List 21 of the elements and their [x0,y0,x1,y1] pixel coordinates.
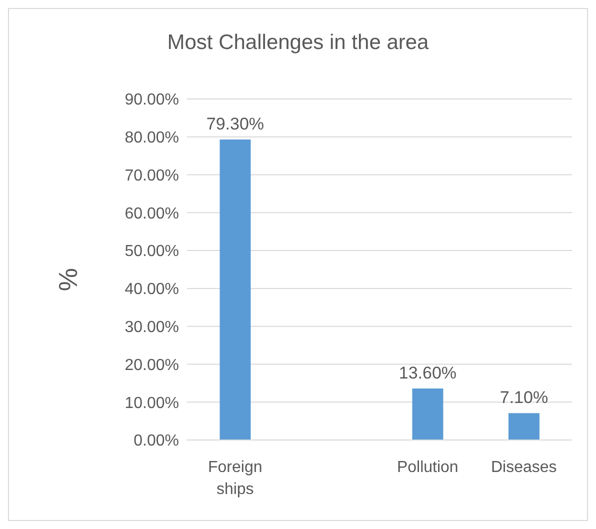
y-tick-label: 80.00% [124,130,179,147]
y-tick-label: 50.00% [124,243,179,260]
y-tick-label: 10.00% [124,394,179,412]
y-tick-label: 90.00% [124,92,179,109]
bar [412,388,444,440]
x-tick-label: Pollution [396,459,458,476]
y-tick-label: 60.00% [124,205,179,222]
y-tick-label: 30.00% [124,319,179,336]
y-tick-label: 0.00% [134,432,179,450]
x-tick-label: Foreign ships [208,459,262,498]
bar [508,413,540,440]
data-label: 79.30% [206,114,264,134]
x-tick-label: Diseases [490,459,557,476]
bar [220,140,251,440]
data-label: 7.10% [500,388,548,408]
y-tick-label: 20.00% [124,356,179,374]
y-tick-label: 40.00% [124,281,179,298]
y-tick-label: 70.00% [124,167,179,184]
data-label: 13.60% [398,363,457,382]
y-axis-title: % [53,268,84,292]
chart-title: Most Challenges in the area [166,31,430,55]
